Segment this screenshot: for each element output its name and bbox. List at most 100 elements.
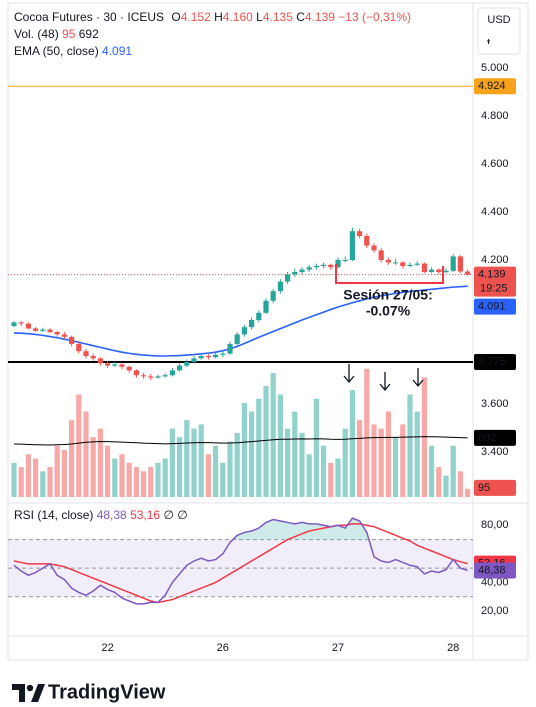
main-pane <box>8 85 473 497</box>
candle-body <box>126 366 132 371</box>
volume-bar <box>61 449 67 497</box>
volume-bar <box>177 437 183 497</box>
candle-body <box>177 365 183 371</box>
candle-body <box>169 370 175 376</box>
volume-bar <box>306 454 312 497</box>
volume-bar <box>213 445 219 497</box>
badge-label: 4.091 <box>478 301 506 313</box>
candle-body <box>357 231 363 236</box>
volume-bar <box>83 411 89 497</box>
arrow <box>379 372 391 392</box>
ohlc-name: L <box>256 10 263 24</box>
volume-bar <box>155 462 161 497</box>
ohlc-value: 4.139 <box>305 10 335 24</box>
ohlc-value: 4.152 <box>181 10 211 24</box>
y-tick-label: 4.400 <box>481 206 509 218</box>
annotation-text: Sesión 27/05: <box>343 287 433 303</box>
candle-body <box>256 312 262 320</box>
x-tick-label: 26 <box>217 642 229 654</box>
volume-bar <box>357 420 363 497</box>
price-badge <box>474 429 516 446</box>
logo <box>12 684 45 702</box>
volume-bar <box>277 394 283 497</box>
rsi-ma-line <box>13 523 468 604</box>
volume-bar <box>393 437 399 497</box>
badge-label: 48,38 <box>478 564 506 576</box>
volume-bar <box>349 390 355 497</box>
legend-line: RSI (14, close) 48,38 53,16 ∅ ∅ <box>14 508 188 522</box>
volume-bar <box>126 462 132 497</box>
legend-line: EMA (50, close) 4.091 <box>14 44 132 58</box>
candle-body <box>148 376 154 378</box>
volume-bar <box>321 445 327 497</box>
volume-bar <box>450 445 456 497</box>
volume-bar <box>342 428 348 497</box>
candle-body <box>54 332 60 335</box>
arrows <box>343 364 424 392</box>
badge-label: 4.924 <box>478 80 506 92</box>
volume-bar <box>407 394 413 497</box>
currency-icon <box>487 39 490 44</box>
price-badge <box>474 298 516 315</box>
price-badge <box>474 266 516 297</box>
volume-bar <box>198 424 204 497</box>
volume-bar <box>25 454 31 497</box>
candle-body <box>227 344 233 354</box>
candle-body <box>198 356 204 359</box>
volume-ma-value: 692 <box>79 27 99 41</box>
volume-bar <box>69 420 75 497</box>
brand: TradingView <box>48 681 166 703</box>
volume-bar <box>11 462 17 497</box>
volume-bar <box>429 445 435 497</box>
candle-body <box>306 267 312 270</box>
ohlc-value: 4.135 <box>263 10 293 24</box>
price-badge <box>474 562 516 579</box>
volume-bar <box>148 467 154 497</box>
candle-body <box>18 322 24 324</box>
candle-body <box>76 344 82 352</box>
candle-body <box>421 263 427 272</box>
volume-bar <box>141 471 147 497</box>
logo-mark <box>12 684 25 702</box>
annotation-subtext: -0.07% <box>366 303 411 319</box>
candle-body <box>292 272 298 275</box>
candle-body <box>213 354 219 358</box>
rsi-value: 48,38 <box>97 508 127 522</box>
candle-body <box>349 231 355 260</box>
volume-bar <box>90 437 96 497</box>
volume-bar <box>40 471 46 497</box>
ema-name: EMA (50, close) <box>14 44 99 58</box>
change: −13 (−0,31%) <box>338 10 411 24</box>
volume-bar <box>263 385 269 497</box>
volume-bar <box>205 454 211 497</box>
volume-bar <box>33 458 39 497</box>
rsi-tick-label: 80,00 <box>481 519 509 531</box>
logo-mark <box>31 684 45 702</box>
y-tick-label: 4.600 <box>481 158 509 170</box>
volume-bar <box>285 428 291 497</box>
volume-bar <box>443 475 449 497</box>
ema-line <box>13 285 468 357</box>
rsi-flags: ∅ ∅ <box>163 508 187 522</box>
candle-body <box>371 245 377 251</box>
volume-bar <box>220 462 226 497</box>
y-tick-label: 4.200 <box>481 254 509 266</box>
y-tick-label: 4.800 <box>481 110 509 122</box>
volume-bar <box>385 411 391 497</box>
volume-bar <box>313 398 319 497</box>
annotation-bracket <box>335 264 444 284</box>
candle-body <box>133 370 139 376</box>
candle-body <box>457 256 463 272</box>
candle-body <box>400 262 406 266</box>
volume-bar <box>169 428 175 497</box>
volume-bar <box>400 424 406 497</box>
candle-body <box>342 260 348 261</box>
badge-label: 4.139 <box>478 269 506 281</box>
candle-body <box>234 334 240 344</box>
volume-bar <box>256 398 262 497</box>
badge-label: 95 <box>478 482 490 494</box>
x-tick-label: 27 <box>332 642 344 654</box>
volume-bar <box>191 428 197 497</box>
candle-body <box>443 270 449 272</box>
volume-ma-line <box>13 436 468 446</box>
